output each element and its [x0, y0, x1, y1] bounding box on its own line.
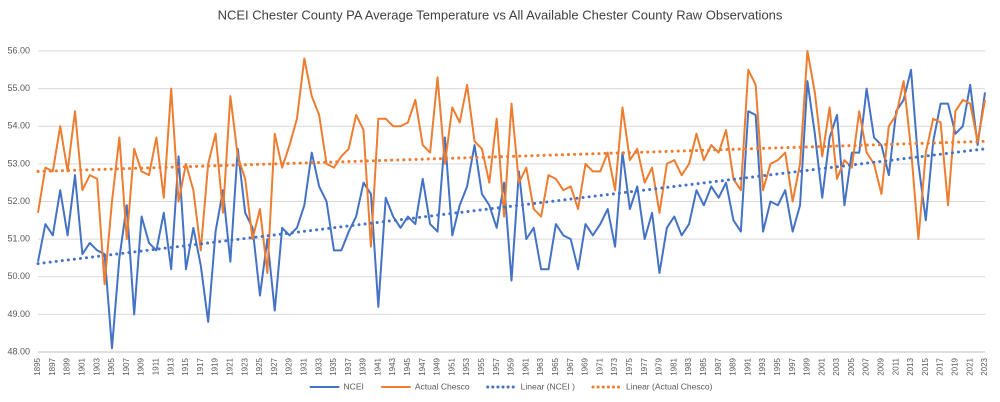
chart-title: NCEI Chester County PA Average Temperatu…: [218, 7, 783, 22]
x-tick-label: 1951: [447, 357, 456, 375]
x-tick-label: 1959: [507, 357, 516, 375]
x-tick-label: 1991: [743, 357, 752, 375]
x-tick-label: 2019: [951, 357, 960, 375]
y-tick-label: 56.00: [7, 45, 30, 55]
x-tick-label: 1905: [107, 357, 116, 375]
x-tick-label: 1929: [285, 357, 294, 375]
legend: NCEI Actual Chesco Linear (NCEI ) Linear (A…: [309, 381, 713, 391]
x-tick-label: 1911: [151, 357, 160, 375]
x-tick-label: 1967: [566, 357, 575, 375]
x-tick-label: 1973: [610, 357, 619, 375]
x-tick-label: 1937: [344, 357, 353, 375]
x-tick-label: 2023: [980, 357, 989, 375]
x-tick-label: 2011: [891, 357, 900, 375]
x-tick-label: 1919: [211, 357, 220, 375]
x-tick-label: 1957: [492, 357, 501, 375]
x-tick-label: 1985: [699, 357, 708, 375]
x-tick-label: 1983: [684, 357, 693, 375]
x-tick-label: 1945: [403, 357, 412, 375]
x-tick-label: 1943: [388, 357, 397, 375]
x-tick-label: 1903: [92, 357, 101, 375]
x-tick-label: 2015: [921, 357, 930, 375]
x-tick-label: 1917: [196, 357, 205, 375]
x-tick-label: 1895: [33, 357, 42, 375]
x-tick-label: 1901: [78, 357, 87, 375]
x-tick-label: 1999: [803, 357, 812, 375]
x-tick-label: 2003: [832, 357, 841, 375]
x-tick-label: 1921: [225, 357, 234, 375]
x-tick-label: 2005: [847, 357, 856, 375]
x-tick-label: 1997: [788, 357, 797, 375]
x-tick-label: 1965: [551, 357, 560, 375]
x-tick-label: 1977: [640, 357, 649, 375]
y-tick-label: 52.00: [7, 196, 30, 206]
x-tick-label: 1989: [729, 357, 738, 375]
x-tick-label: 2007: [862, 357, 871, 375]
x-tick-label: 1915: [181, 357, 190, 375]
y-tick-label: 55.00: [7, 83, 30, 93]
x-tick-label: 1947: [418, 357, 427, 375]
x-tick-label: 1961: [521, 357, 530, 375]
legend-label: NCEI: [344, 381, 364, 391]
x-tick-label: 1953: [462, 357, 471, 375]
x-tick-label: 1939: [359, 357, 368, 375]
x-tick-label: 1981: [669, 357, 678, 375]
x-tick-label: 1925: [255, 357, 264, 375]
x-tick-label: 1899: [63, 357, 72, 375]
y-tick-label: 48.00: [7, 346, 30, 356]
legend-label: Actual Chesco: [415, 381, 470, 391]
y-tick-label: 51.00: [7, 234, 30, 244]
x-tick-label: 1927: [270, 357, 279, 375]
trend-line: [36, 147, 987, 266]
x-tick-label: 1969: [581, 357, 590, 375]
legend-label: Linear (Actual Chesco): [626, 381, 713, 391]
x-tick-label: 2001: [817, 357, 826, 375]
x-tick-label: 1923: [240, 357, 249, 375]
x-tick-label: 1975: [625, 357, 634, 375]
x-tick-label: 1987: [714, 357, 723, 375]
x-tick-label: 1897: [48, 357, 57, 375]
x-tick-label: 1941: [373, 357, 382, 375]
trend-line: [36, 139, 987, 173]
y-tick-label: 50.00: [7, 271, 30, 281]
x-tick-label: 1979: [655, 357, 664, 375]
x-tick-label: 2021: [965, 357, 974, 375]
series-line: [37, 50, 986, 286]
x-tick-label: 1995: [773, 357, 782, 375]
legend-label: Linear (NCEI ): [521, 381, 575, 391]
x-tick-label: 1909: [137, 357, 146, 375]
x-tick-label: 2009: [877, 357, 886, 375]
x-tick-label: 1971: [595, 357, 604, 375]
x-tick-label: 2013: [906, 357, 915, 375]
x-tick-label: 1931: [299, 357, 308, 375]
x-tick-label: 1907: [122, 357, 131, 375]
x-tick-label: 2017: [936, 357, 945, 375]
y-tick-label: 49.00: [7, 309, 30, 319]
x-tick-label: 1913: [166, 357, 175, 375]
x-tick-label: 1963: [536, 357, 545, 375]
x-tick-label: 1933: [314, 357, 323, 375]
series-line: [37, 68, 986, 350]
y-tick-label: 54.00: [7, 121, 30, 131]
x-tick-label: 1949: [433, 357, 442, 375]
x-tick-label: 1993: [758, 357, 767, 375]
x-tick-label: 1935: [329, 357, 338, 375]
y-tick-label: 53.00: [7, 158, 30, 168]
x-tick-label: 1955: [477, 357, 486, 375]
